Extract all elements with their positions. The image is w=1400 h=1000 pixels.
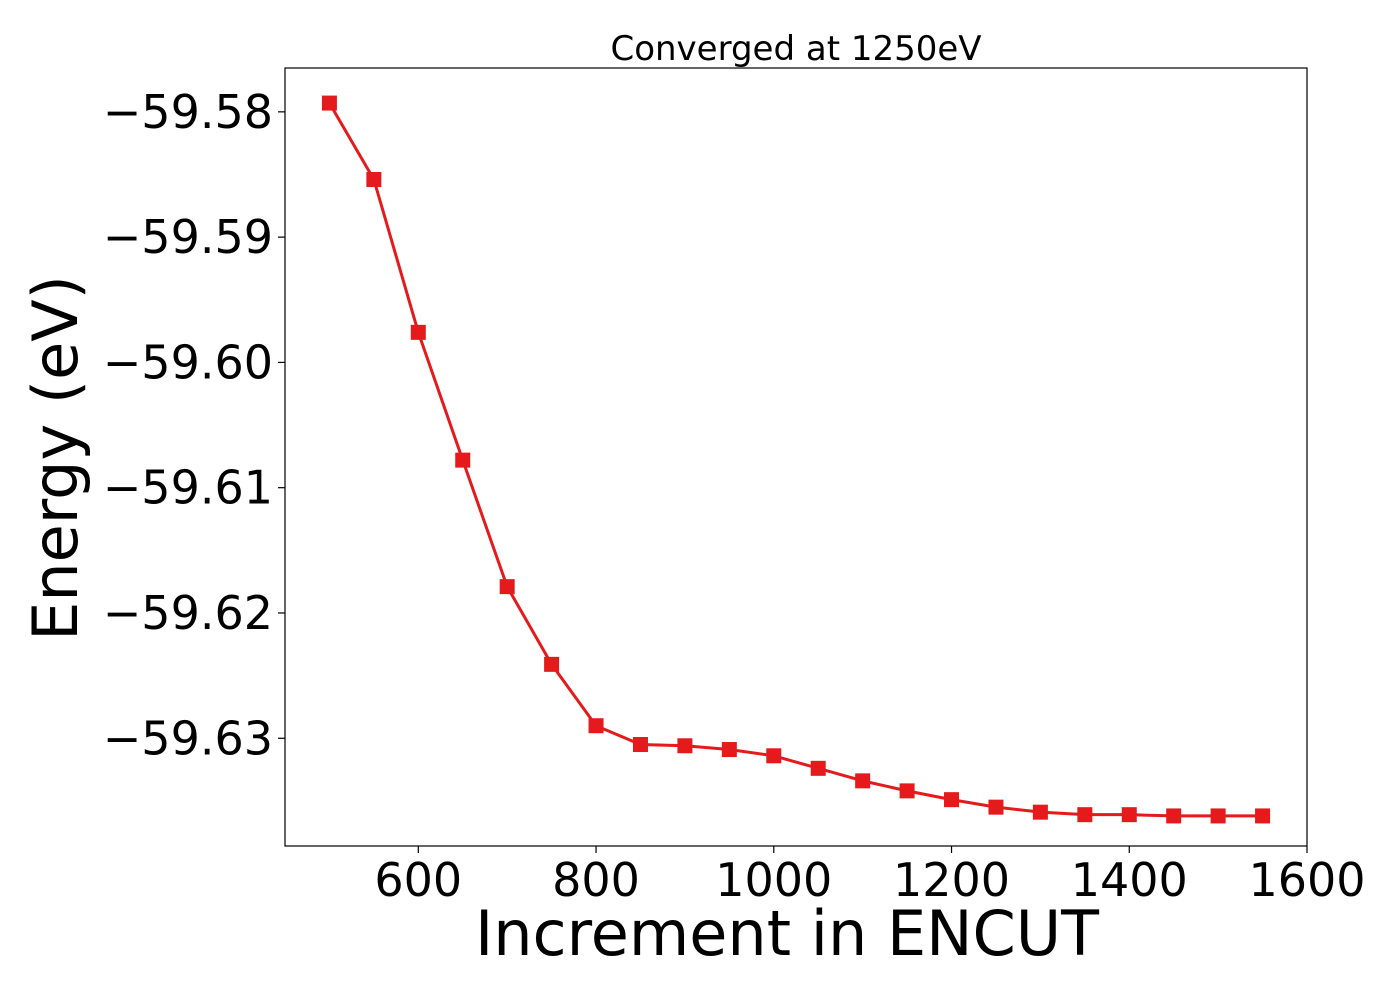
- data-point-marker: [321, 95, 337, 111]
- data-point-marker: [766, 748, 782, 764]
- data-point-marker: [1121, 807, 1137, 823]
- data-point-marker: [410, 324, 426, 340]
- y-tick-label: −59.59: [103, 210, 273, 264]
- data-point-marker: [721, 742, 737, 758]
- y-tick-label: −59.62: [103, 586, 273, 640]
- data-point-marker: [1210, 808, 1226, 824]
- chart-title: Converged at 1250eV: [610, 29, 981, 69]
- y-axis: −59.58 −59.59 −59.60 −59.61 −59.62 −59.63: [103, 85, 285, 765]
- series-line: [328, 102, 1263, 818]
- x-tick-label: 1000: [715, 853, 832, 907]
- data-point-marker: [1032, 804, 1048, 820]
- plot-area: [321, 95, 1271, 824]
- x-tick-label: 1200: [893, 853, 1010, 907]
- x-axis: 600 800 1000 1200 1400 1600: [374, 846, 1366, 907]
- data-point-marker: [544, 656, 560, 672]
- data-point-marker: [366, 172, 382, 187]
- data-point-marker: [1077, 807, 1093, 823]
- data-point-marker: [810, 760, 826, 776]
- data-point-marker: [632, 737, 648, 753]
- x-tick-label: 1400: [1071, 853, 1188, 907]
- x-axis-label: Increment in ENCUT: [475, 897, 1100, 970]
- data-point-marker: [855, 773, 871, 789]
- y-tick-label: −59.63: [103, 711, 273, 765]
- y-axis-label: Energy (eV): [19, 275, 92, 641]
- data-point-marker: [899, 783, 915, 799]
- y-tick-label: −59.58: [103, 85, 273, 139]
- x-tick-label: 1600: [1248, 853, 1365, 907]
- y-tick-label: −59.60: [103, 335, 273, 389]
- data-point-marker: [677, 738, 693, 754]
- data-point-marker: [499, 579, 515, 595]
- data-point-marker: [1166, 808, 1182, 824]
- y-tick-label: −59.61: [103, 461, 273, 515]
- data-point-marker: [988, 799, 1004, 815]
- data-point-marker: [455, 452, 471, 468]
- data-point-marker: [1255, 808, 1271, 824]
- data-point-marker: [944, 792, 960, 808]
- data-point-marker: [588, 718, 604, 734]
- x-tick-label: 600: [374, 853, 462, 907]
- axes-frame: [284, 67, 1308, 847]
- x-tick-label: 800: [552, 853, 640, 907]
